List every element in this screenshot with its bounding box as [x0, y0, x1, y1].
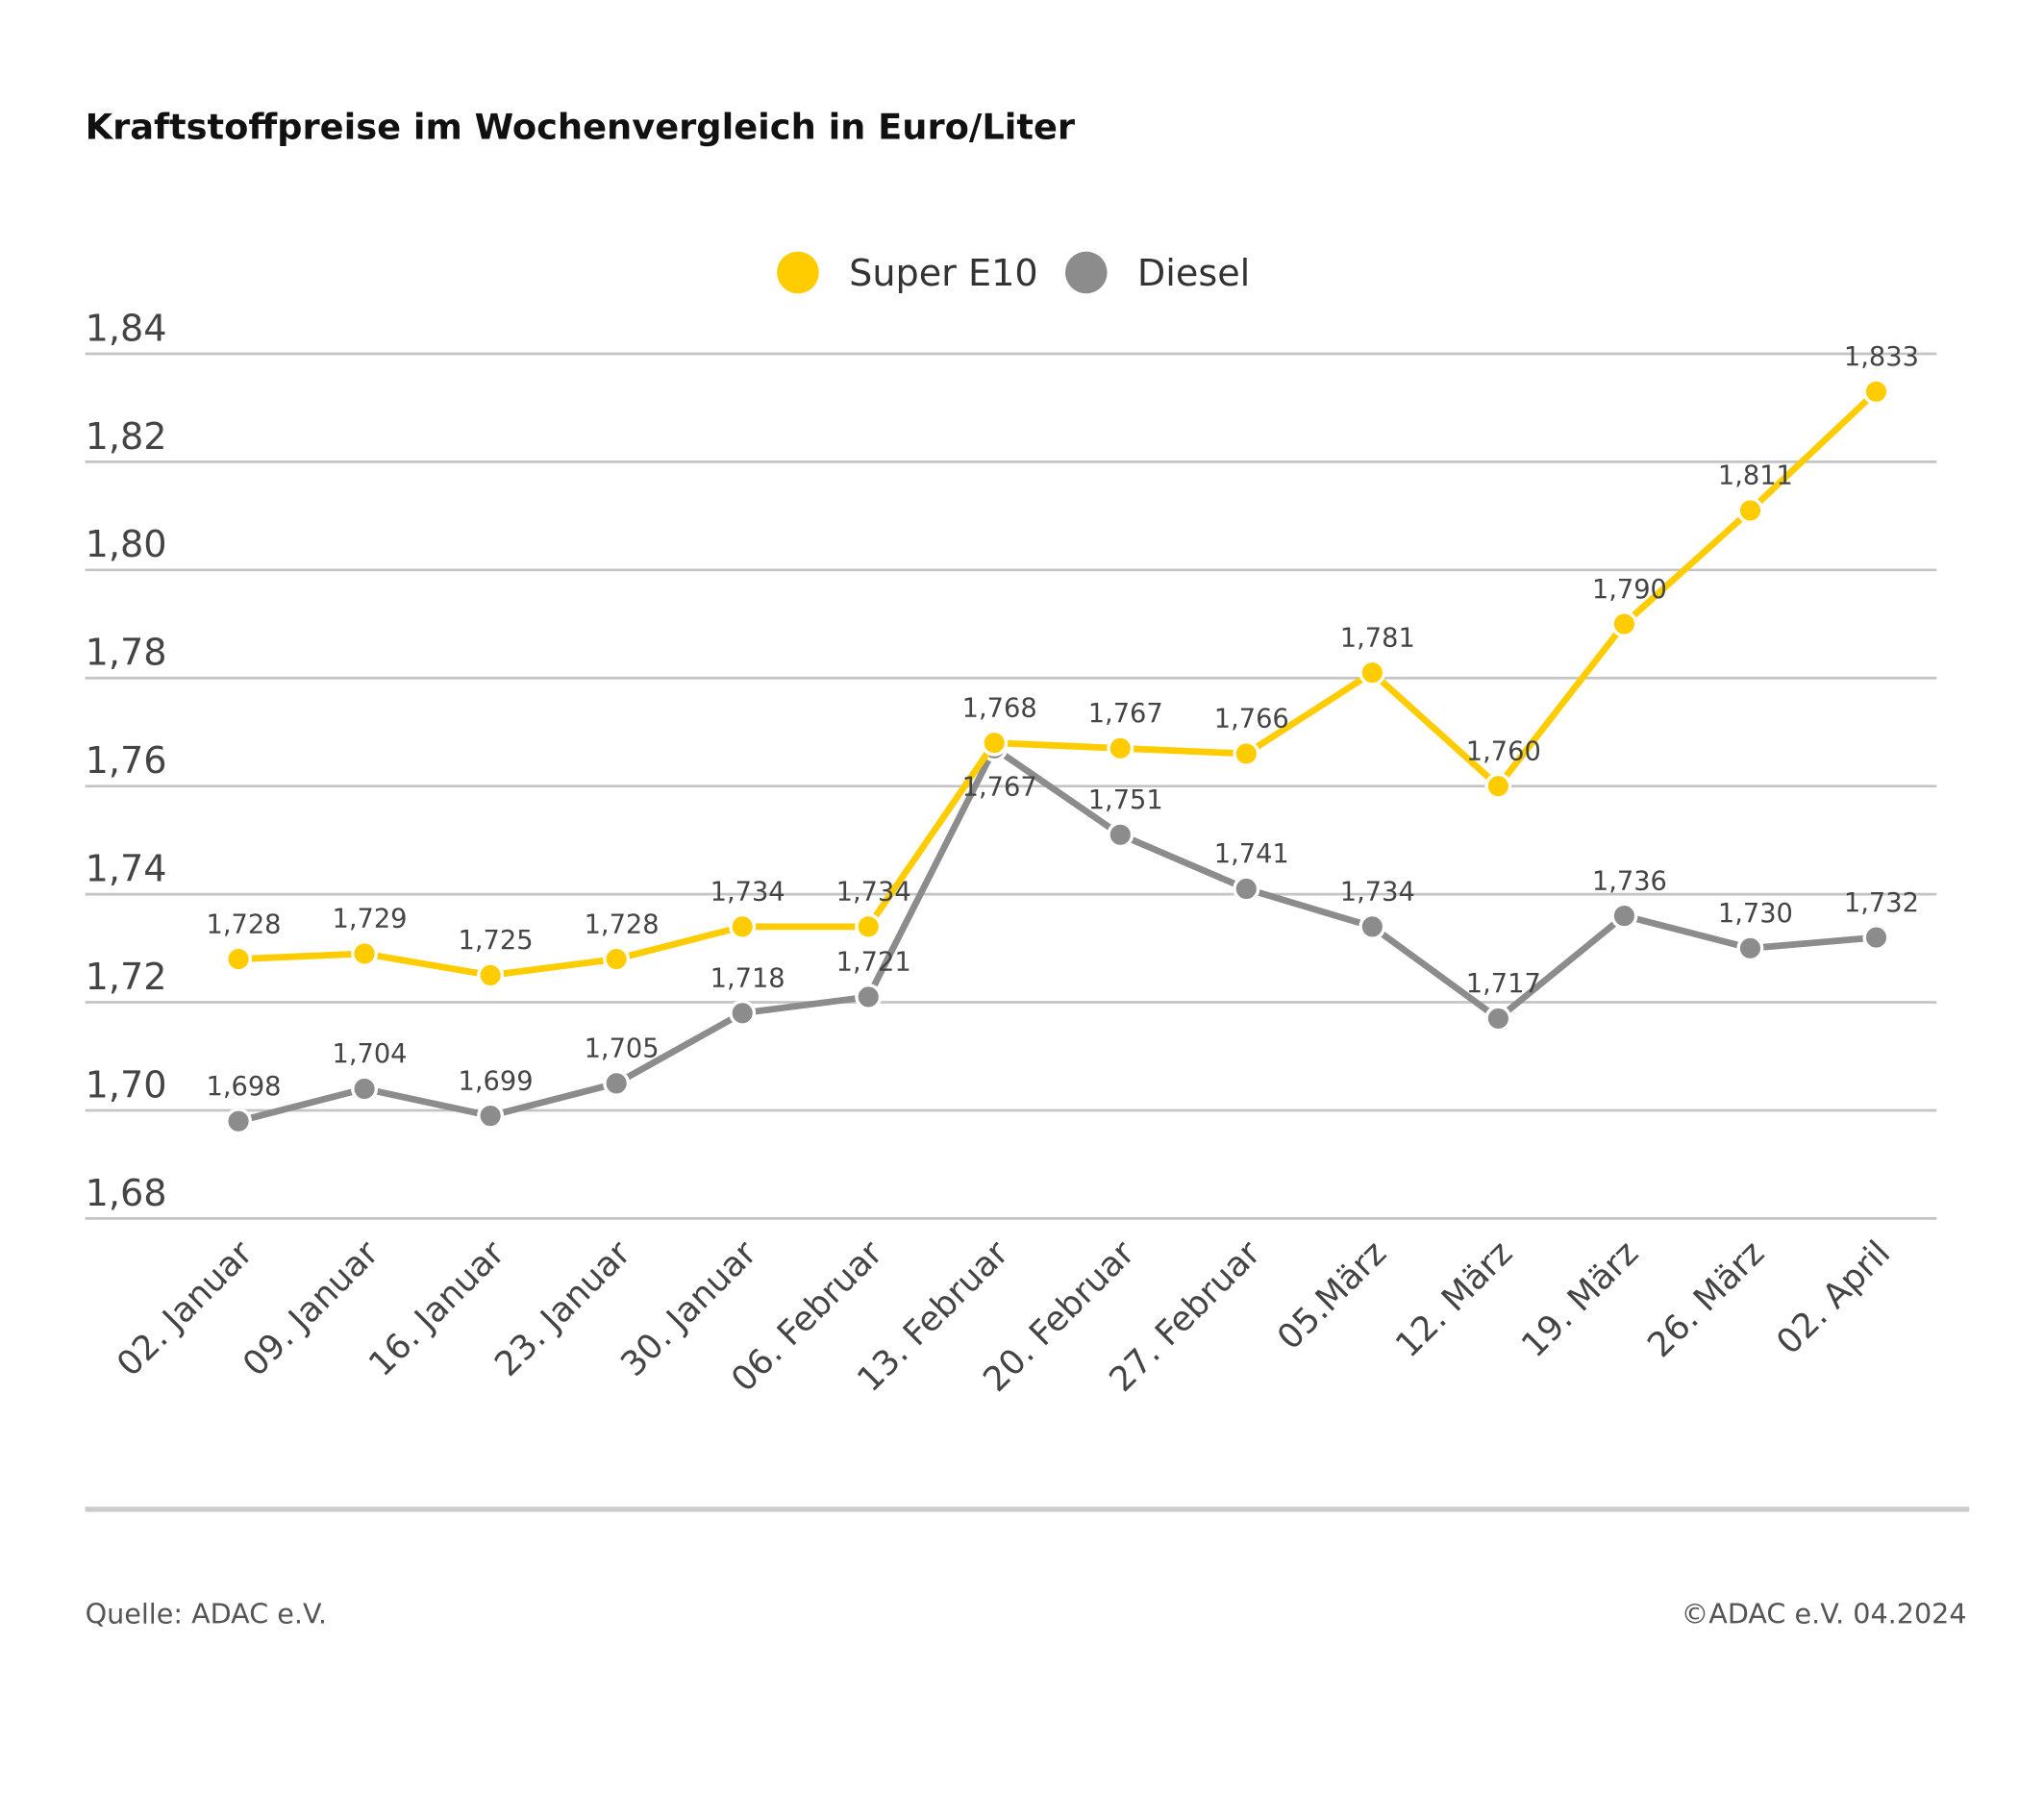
x-tick-label: 02. April: [1769, 1233, 1898, 1362]
data-label: 1,718: [710, 964, 785, 994]
data-point: [603, 1069, 631, 1097]
y-tick-label: 1,74: [86, 847, 167, 889]
data-point: [1107, 821, 1134, 849]
data-label: 1,704: [333, 1039, 408, 1069]
series-lines: [225, 378, 1890, 1135]
copyright-note: ©ADAC e.V. 04.2024: [1682, 1598, 1967, 1631]
data-point: [1610, 902, 1638, 930]
x-tick-label: 02. Januar: [110, 1233, 261, 1384]
data-point: [1359, 659, 1386, 686]
data-label: 1,833: [1844, 342, 1919, 372]
legend-marker-diesel: [1064, 251, 1108, 294]
data-point: [1862, 924, 1890, 952]
data-label: 1,734: [1340, 878, 1415, 908]
data-label: 1,767: [962, 772, 1037, 802]
series-line-super-e10: [237, 388, 1879, 979]
y-tick-label: 1,82: [86, 415, 167, 458]
data-label: 1,766: [1214, 705, 1289, 735]
y-tick-label: 1,84: [86, 307, 167, 349]
data-label: 1,741: [1214, 839, 1289, 869]
data-label: 1,811: [1718, 461, 1793, 491]
data-label: 1,751: [1088, 785, 1163, 815]
data-point: [1862, 378, 1890, 406]
x-tick-label: 19. März: [1514, 1233, 1646, 1365]
grid: 1,68 1,70 1,72 1,74 1,76 1,78 1,80 1,82 1,84: [85, 307, 1937, 1220]
data-point: [1736, 934, 1764, 962]
data-label: 1,728: [585, 909, 660, 939]
data-point: [1359, 912, 1386, 940]
data-point: [855, 912, 883, 940]
data-point: [225, 1108, 253, 1135]
data-point: [1107, 735, 1134, 762]
data-label: 1,732: [1844, 888, 1919, 918]
y-tick-label: 1,72: [86, 956, 167, 998]
data-label: 1,728: [206, 909, 281, 939]
y-tick-label: 1,68: [86, 1172, 167, 1214]
data-point: [1484, 772, 1512, 800]
data-point: [1233, 739, 1260, 767]
source-note: Quelle: ADAC e.V.: [86, 1598, 327, 1631]
data-point: [729, 912, 757, 940]
y-tick-label: 1,76: [86, 739, 167, 782]
data-label: 1,705: [585, 1034, 660, 1064]
data-label: 1,699: [459, 1066, 534, 1096]
x-tick-label: 23. Januar: [487, 1233, 638, 1384]
legend-label-super-e10: Super E10: [849, 252, 1038, 294]
data-point: [729, 999, 757, 1027]
data-label: 1,767: [1088, 699, 1163, 729]
data-label: 1,790: [1592, 575, 1667, 605]
data-point: [1484, 1005, 1512, 1033]
data-labels: 1,698 1,704 1,699 1,705 1,718 1,721 1,767 1,751…: [206, 342, 1918, 1102]
data-point: [1736, 497, 1764, 524]
data-point: [855, 983, 883, 1010]
legend: Super E10 Diesel: [777, 251, 1250, 294]
data-label: 1,725: [459, 926, 534, 956]
x-tick-label: 26. März: [1640, 1233, 1772, 1365]
data-label: 1,734: [836, 878, 911, 908]
x-tick-label: 16. Januar: [361, 1233, 512, 1384]
series-line-diesel: [237, 744, 1877, 1125]
x-tick-label: 09. Januar: [236, 1233, 386, 1384]
data-label: 1,730: [1718, 899, 1793, 929]
legend-label-diesel: Diesel: [1137, 252, 1250, 294]
data-label: 1,729: [333, 905, 408, 934]
y-tick-label: 1,80: [86, 523, 167, 565]
data-point: [351, 1075, 379, 1103]
data-label: 1,768: [962, 693, 1037, 723]
x-tick-label: 05.März: [1270, 1233, 1394, 1357]
data-label: 1,721: [836, 948, 911, 978]
data-label: 1,717: [1466, 969, 1541, 999]
data-point: [225, 945, 253, 973]
data-point: [351, 939, 379, 967]
data-label: 1,698: [206, 1072, 281, 1102]
data-point: [603, 945, 631, 973]
data-point: [477, 1102, 505, 1130]
data-label: 1,781: [1340, 623, 1415, 653]
legend-marker-super-e10: [777, 251, 819, 294]
data-label: 1,760: [1466, 736, 1541, 766]
data-label: 1,734: [710, 878, 785, 908]
data-point: [1610, 610, 1638, 638]
chart-title: Kraftstoffpreise im Wochenvergleich in E…: [86, 106, 1076, 147]
data-point: [1233, 875, 1260, 903]
data-point: [981, 729, 1009, 757]
y-tick-label: 1,70: [86, 1063, 167, 1106]
data-point: [477, 961, 505, 989]
x-tick-label: 12. März: [1388, 1233, 1520, 1365]
y-tick-label: 1,78: [86, 632, 167, 674]
data-label: 1,736: [1592, 866, 1667, 896]
